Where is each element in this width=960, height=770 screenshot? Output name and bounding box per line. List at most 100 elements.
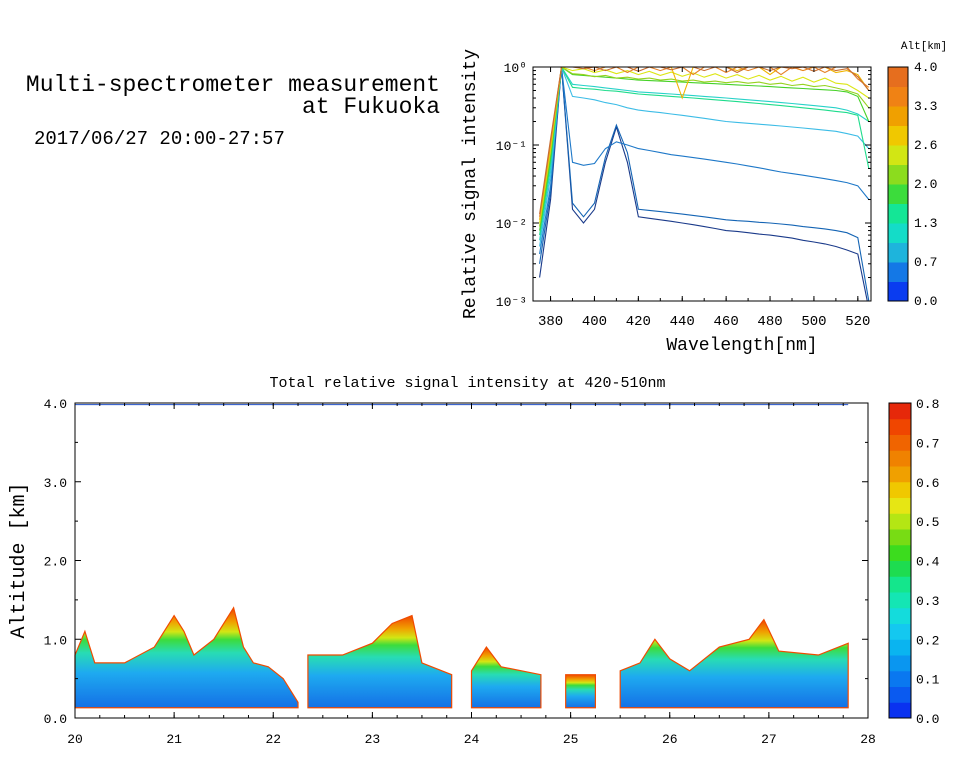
x-tick-label: 500 (801, 314, 826, 330)
spectrum-chart: 380 400 420 440 460 480 500 520 10⁻³ 10⁻² 10⁻¹ 10⁰ W… (461, 41, 947, 356)
colorbar-swatch (889, 544, 911, 561)
figure-title-line1: Multi-spectrometer measurement (25, 72, 440, 98)
heatmap-title: Total relative signal intensity at 420-5… (269, 375, 665, 392)
cloud-layer-region (307, 614, 453, 709)
y-tick-label: 0.0 (44, 712, 67, 727)
colorbar-swatch (889, 497, 911, 514)
cloud-layer-region (565, 674, 597, 709)
x-tick-label: 420 (626, 314, 651, 330)
colorbar-swatch (889, 576, 911, 593)
colorbar-swatch (888, 281, 908, 302)
colorbar-swatch (889, 607, 911, 624)
y-tick-label: 1.0 (44, 633, 67, 648)
colorbar-tick-label: 0.1 (916, 673, 940, 688)
colorbar-swatch (889, 623, 911, 640)
spectrum-series-line (539, 67, 870, 301)
x-tick-label: 27 (761, 732, 777, 747)
x-tick-label: 460 (714, 314, 739, 330)
colorbar-tick-label: 0.8 (916, 397, 939, 412)
y-axis-label: Relative signal intensity (461, 49, 481, 319)
colorbar-tick-label: 0.6 (916, 476, 939, 491)
cloud-layer-region (74, 606, 299, 709)
colorbar-swatch (889, 481, 911, 498)
colorbar-swatch (889, 686, 911, 703)
colorbar-tick-label: 0.5 (916, 515, 939, 530)
y-tick-label: 10⁻³ (496, 295, 527, 310)
y-tick-label: 4.0 (44, 397, 67, 412)
heatmap-plot-frame (74, 402, 869, 719)
x-tick-label: 23 (365, 732, 381, 747)
x-tick-label: 480 (757, 314, 782, 330)
spectrum-series-line (539, 67, 870, 227)
colorbar-swatch (888, 184, 908, 204)
colorbar-swatch (889, 418, 911, 435)
colorbar-tick-label: 0.7 (916, 436, 939, 451)
colorbar-swatch (889, 560, 911, 577)
colorbar-tick-label: 0.0 (914, 294, 937, 309)
x-tick-label: 440 (670, 314, 695, 330)
colorbar-tick-label: 0.7 (914, 255, 937, 270)
colorbar-swatch (888, 67, 908, 87)
colorbar-swatch (889, 670, 911, 687)
spectrum-series-line (539, 67, 868, 301)
y-tick-label: 10⁰ (504, 61, 527, 76)
spectrum-series-line (539, 67, 870, 224)
colorbar-swatch (889, 466, 911, 483)
colorbar-tick-label: 2.0 (914, 177, 937, 192)
colorbar-swatch (888, 106, 908, 126)
colorbar-swatch (888, 203, 908, 224)
colorbar-swatch (889, 434, 911, 451)
colorbar-swatch (888, 164, 908, 185)
spectrum-series-line (539, 67, 870, 247)
colorbar-swatch (888, 223, 908, 243)
y-axis-label: Altitude [km] (8, 482, 31, 638)
colorbar-swatch (889, 592, 911, 609)
x-axis-label: Wavelength[nm] (666, 336, 817, 356)
spectrum-series-line (539, 67, 870, 236)
colorbar-swatch (888, 125, 908, 146)
x-tick-label: 20 (67, 732, 83, 747)
x-tick-label: 28 (860, 732, 876, 747)
x-tick-label: 380 (538, 314, 563, 330)
colorbar-frame (887, 66, 909, 302)
colorbar-swatch (888, 262, 908, 282)
colorbar-tick-label: 0.3 (916, 594, 939, 609)
colorbar-tick-label: 0.2 (916, 633, 939, 648)
x-tick-label: 21 (166, 732, 182, 747)
x-tick-label: 22 (265, 732, 281, 747)
cloud-layer-region (619, 618, 849, 709)
colorbar-swatch (889, 450, 911, 467)
x-tick-label: 400 (582, 314, 607, 330)
colorbar-swatch (889, 529, 911, 546)
y-tick-label: 3.0 (44, 476, 67, 491)
colorbar-frame (888, 402, 912, 719)
x-tick-label: 520 (845, 314, 870, 330)
colorbar-swatch (889, 702, 911, 719)
colorbar-tick-label: 0.4 (916, 555, 940, 570)
x-tick-label: 24 (464, 732, 480, 747)
colorbar-swatch (889, 639, 911, 656)
spectrum-series-line (539, 67, 870, 241)
colorbar-swatch (889, 403, 911, 420)
spectrum-plot-frame (532, 66, 872, 302)
x-tick-label: 26 (662, 732, 678, 747)
spectrum-series-line (539, 67, 870, 255)
figure-title-line2: at Fukuoka (301, 94, 440, 120)
x-tick-label: 25 (563, 732, 579, 747)
y-tick-label: 10⁻² (496, 217, 527, 232)
cloud-layer-region (470, 646, 542, 709)
colorbar-tick-label: 2.6 (914, 138, 937, 153)
colorbar-tick-label: 4.0 (914, 60, 937, 75)
colorbar-swatch (888, 86, 908, 107)
y-tick-label: 10⁻¹ (496, 139, 527, 154)
measurement-datetime: 2017/06/27 20:00-27:57 (34, 128, 285, 150)
y-tick-label: 2.0 (44, 555, 67, 570)
spectrum-series-line (539, 67, 870, 231)
colorbar-tick-label: 0.0 (916, 712, 939, 727)
colorbar-swatch (888, 145, 908, 165)
colorbar-swatch (888, 242, 908, 263)
colorbar-swatch (889, 513, 911, 530)
colorbar-tick-label: 3.3 (914, 99, 937, 114)
colorbar-swatch (889, 655, 911, 672)
colorbar-tick-label: 1.3 (914, 216, 937, 231)
